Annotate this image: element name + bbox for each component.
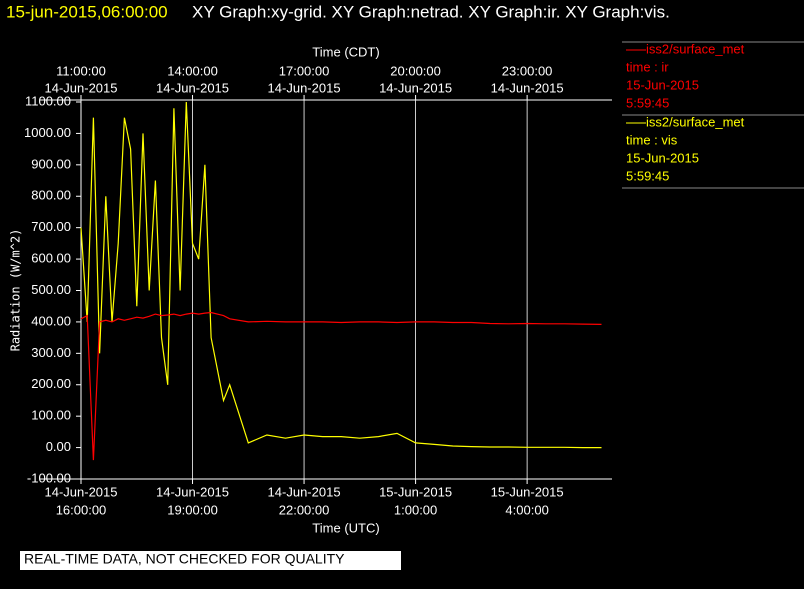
series-line [80, 101, 602, 449]
y-tick-label: 900.00 [31, 156, 71, 171]
timestamp: 15-jun-2015,06:00:00 [6, 2, 168, 21]
y-tick-label: -100.00 [27, 470, 71, 485]
x2-tick-label: 23:00:00 [502, 63, 553, 78]
legend-detail: time : vis [626, 132, 678, 147]
note: REAL-TIME DATA, NOT CHECKED FOR QUALITY [24, 551, 345, 567]
x2-axis-label: Time (CDT) [312, 44, 379, 59]
x-tick-label: 4:00:00 [505, 502, 548, 517]
legend-label: iss2/surface_met [646, 41, 745, 56]
x-tick-label: 22:00:00 [279, 502, 330, 517]
y-tick-label: 0.00 [46, 439, 71, 454]
legend-detail: 5:59:45 [626, 95, 669, 110]
legend-detail: time : ir [626, 59, 669, 74]
x-tick-label: 16:00:00 [56, 502, 107, 517]
x-tick-label: 15-Jun-2015 [379, 484, 452, 499]
legend-detail: 15-Jun-2015 [626, 77, 699, 92]
x-tick-label: 14-Jun-2015 [156, 484, 229, 499]
y-tick-label: 200.00 [31, 376, 71, 391]
x2-tick-label: 14:00:00 [167, 63, 218, 78]
y-tick-label: 500.00 [31, 282, 71, 297]
y-tick-label: 300.00 [31, 345, 71, 360]
y-tick-label: 1100.00 [25, 93, 71, 108]
x2-tick-label: 14-Jun-2015 [379, 80, 452, 95]
y-tick-label: 700.00 [31, 219, 71, 234]
x2-tick-label: 17:00:00 [279, 63, 330, 78]
x-tick-label: 15-Jun-2015 [491, 484, 564, 499]
y-tick-label: 100.00 [31, 408, 71, 423]
legend-detail: 15-Jun-2015 [626, 150, 699, 165]
x2-tick-label: 14-Jun-2015 [268, 80, 341, 95]
x-axis-label: Time (UTC) [312, 520, 379, 535]
legend-detail: 5:59:45 [626, 168, 669, 183]
x2-tick-label: 14-Jun-2015 [156, 80, 229, 95]
x2-tick-label: 14-Jun-2015 [45, 80, 118, 95]
y-axis-label: Radiation (W/m^2) [9, 229, 23, 352]
x2-tick-label: 11:00:00 [56, 63, 106, 78]
y-tick-label: 600.00 [31, 251, 71, 266]
x-tick-label: 14-Jun-2015 [45, 484, 118, 499]
note-box [20, 551, 401, 570]
x-tick-label: 14-Jun-2015 [268, 484, 341, 499]
x-tick-label: 1:00:00 [394, 502, 437, 517]
y-tick-label: 800.00 [31, 188, 71, 203]
x2-tick-label: 20:00:00 [390, 63, 441, 78]
x2-tick-label: 14-Jun-2015 [491, 80, 564, 95]
legend-label: iss2/surface_met [646, 114, 745, 129]
series-line [80, 311, 602, 461]
y-tick-label: 1000.00 [24, 125, 71, 140]
x-tick-label: 19:00:00 [167, 502, 218, 517]
chart-title: XY Graph:xy-grid. XY Graph:netrad. XY Gr… [192, 2, 670, 21]
y-tick-label: 400.00 [31, 313, 71, 328]
